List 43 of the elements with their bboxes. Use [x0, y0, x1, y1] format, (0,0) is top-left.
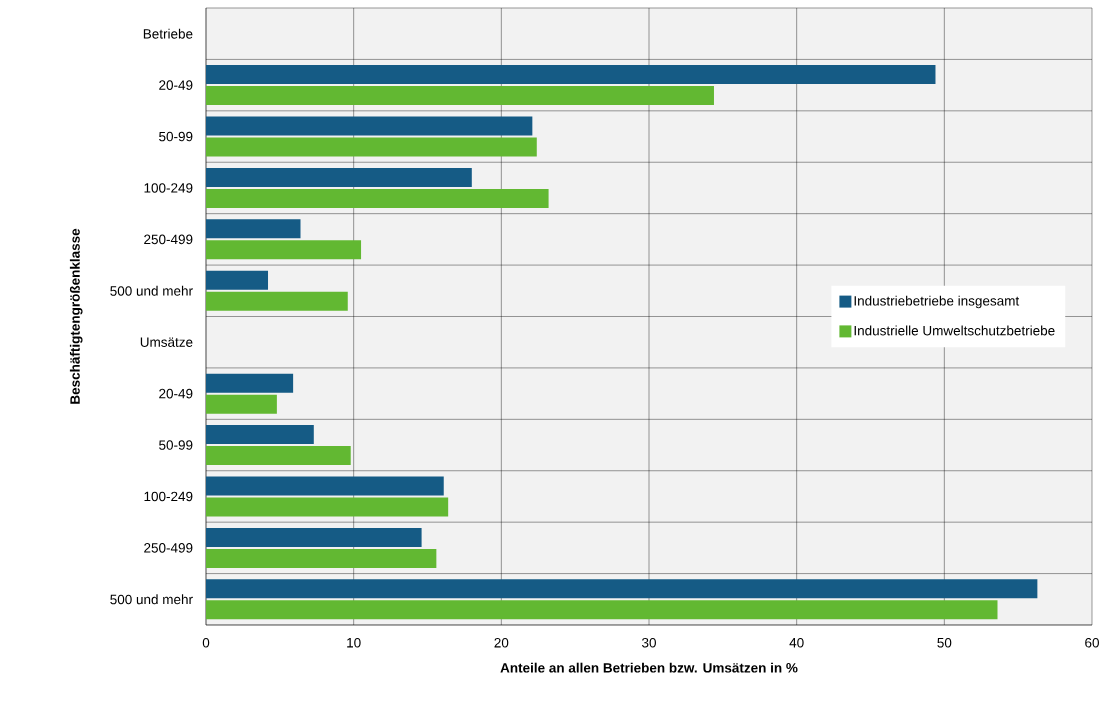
x-tick-label: 20: [494, 637, 509, 648]
legend-label: Industrielle Umweltschutzbetriebe: [854, 325, 1055, 336]
x-axis-title: Anteile an allen Betrieben bzw. Umsätzen in %: [500, 662, 798, 673]
y-tick-label: 50-99: [159, 131, 193, 142]
x-tick-label: 10: [347, 637, 361, 648]
bar: [206, 65, 936, 85]
bar: [206, 446, 351, 466]
y-tick-label: 500 und mehr: [110, 285, 193, 296]
x-tick-label: 60: [1085, 637, 1099, 648]
bar: [206, 219, 301, 239]
bar: [206, 291, 348, 311]
bar: [206, 497, 449, 517]
bar: [206, 270, 269, 290]
y-tick-label: 20-49: [159, 80, 193, 90]
y-tick-label: 100-249: [144, 183, 193, 193]
bar: [206, 548, 437, 568]
bar: [206, 116, 533, 136]
y-tick-label: Umsätze: [140, 337, 193, 347]
x-tick-label: 30: [642, 637, 656, 648]
y-tick-label: 20-49: [159, 388, 193, 399]
y-tick-label: 100-249: [144, 491, 193, 502]
y-tick-label: 250-499: [144, 234, 193, 245]
x-tick-label: 50: [937, 637, 952, 648]
bar: [206, 527, 422, 547]
y-tick-label: Betriebe: [143, 28, 193, 39]
bar: [206, 137, 537, 157]
y-axis-title: Beschäftigtengrößenklasse: [69, 228, 83, 404]
bar: [206, 167, 472, 187]
legend-label: Industriebetriebe insgesamt: [854, 295, 1020, 309]
bar: [206, 425, 314, 445]
y-tick-label: 250-499: [144, 543, 193, 553]
bar: [206, 240, 362, 260]
y-tick-label: 50-99: [159, 440, 193, 450]
bar: [206, 600, 998, 620]
bar: [206, 373, 294, 393]
bar: [206, 579, 1038, 599]
bar: [206, 476, 444, 496]
bar: [206, 86, 714, 106]
y-tick-label: 500 und mehr: [110, 594, 193, 605]
x-tick-label: 40: [789, 637, 804, 648]
x-tick-label: 0: [202, 637, 210, 648]
bar: [206, 394, 277, 414]
bar: [206, 188, 549, 208]
